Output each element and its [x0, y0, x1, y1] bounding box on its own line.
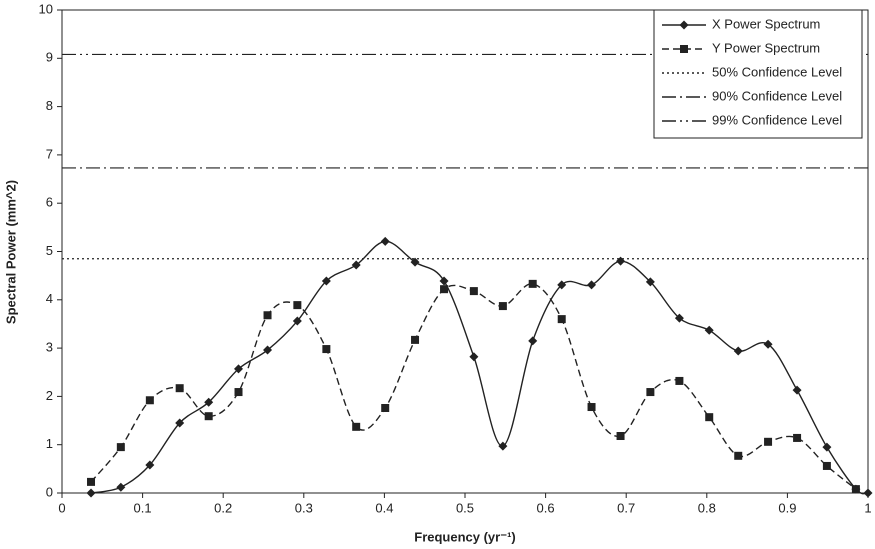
- x-tick-label: 0.6: [537, 500, 555, 515]
- legend-box: [653, 9, 863, 139]
- y-tick-label: 9: [46, 50, 53, 65]
- marker: [116, 443, 125, 452]
- marker: [822, 442, 832, 452]
- x-tick-label: 0.3: [295, 500, 313, 515]
- marker: [680, 45, 688, 53]
- marker: [616, 432, 625, 441]
- marker: [674, 313, 684, 323]
- marker: [645, 277, 655, 287]
- x-tick-label: 0.8: [698, 500, 716, 515]
- marker: [528, 336, 538, 346]
- x-axis-title: Frequency (yr⁻¹): [414, 529, 516, 544]
- marker: [175, 418, 185, 428]
- y-tick-label: 7: [46, 146, 53, 161]
- marker: [734, 451, 743, 460]
- marker: [704, 325, 714, 335]
- marker: [822, 461, 831, 470]
- legend-label: X Power Spectrum: [712, 16, 820, 31]
- marker: [763, 339, 773, 349]
- x-tick-label: 0.4: [375, 500, 393, 515]
- marker: [263, 345, 273, 355]
- marker: [469, 287, 478, 296]
- y-tick-label: 1: [46, 436, 53, 451]
- marker: [439, 276, 449, 286]
- marker: [204, 397, 214, 407]
- legend: X Power Spectrum Y Power Spectrum 50% Conf…: [653, 9, 863, 139]
- marker: [792, 385, 802, 395]
- y-tick-label: 10: [39, 1, 53, 16]
- marker: [263, 311, 272, 320]
- marker: [381, 403, 390, 412]
- marker: [679, 20, 689, 30]
- y-tick-label: 5: [46, 243, 53, 258]
- marker: [793, 433, 802, 442]
- marker: [351, 260, 361, 270]
- marker: [410, 257, 420, 267]
- marker: [440, 285, 449, 294]
- marker: [411, 335, 420, 344]
- marker: [587, 280, 597, 290]
- marker: [616, 256, 626, 266]
- marker: [498, 302, 507, 311]
- y-tick-label: 3: [46, 340, 53, 355]
- marker: [863, 488, 873, 498]
- marker: [469, 352, 479, 362]
- marker: [145, 396, 154, 405]
- marker: [234, 388, 243, 397]
- marker: [321, 276, 331, 286]
- legend-label: Y Power Spectrum: [712, 40, 820, 55]
- marker: [646, 388, 655, 397]
- marker: [352, 422, 361, 431]
- x-tick-label: 0: [58, 500, 65, 515]
- x-tick-label: 0.7: [617, 500, 635, 515]
- marker: [675, 376, 684, 385]
- series-line: [90, 240, 869, 495]
- y-tick-label: 8: [46, 98, 53, 113]
- marker: [292, 316, 302, 326]
- legend-label: 99% Confidence Level: [712, 112, 842, 127]
- marker: [557, 315, 566, 324]
- marker: [851, 485, 860, 494]
- y-tick-label: 0: [46, 484, 53, 499]
- marker: [234, 364, 244, 374]
- marker: [380, 236, 390, 246]
- marker: [557, 280, 567, 290]
- y-tick-label: 2: [46, 388, 53, 403]
- y-axis-title: Spectral Power (mm^2): [3, 180, 18, 324]
- marker: [587, 403, 596, 412]
- y-tick-label: 6: [46, 195, 53, 210]
- marker: [293, 301, 302, 310]
- x-tick-label: 0.9: [778, 500, 796, 515]
- marker: [175, 384, 184, 393]
- marker: [733, 346, 743, 356]
- x-tick-label: 0.1: [134, 500, 152, 515]
- marker: [764, 437, 773, 446]
- marker: [528, 279, 537, 288]
- x-tick-label: 1: [864, 500, 871, 515]
- marker: [322, 345, 331, 354]
- legend-label: 50% Confidence Level: [712, 64, 842, 79]
- x-tick-label: 0.2: [214, 500, 232, 515]
- x-tick-label: 0.5: [456, 500, 474, 515]
- legend-label: 90% Confidence Level: [712, 88, 842, 103]
- marker: [86, 488, 96, 498]
- marker: [498, 441, 508, 451]
- marker: [204, 412, 213, 421]
- marker: [87, 477, 96, 486]
- y-tick-label: 4: [46, 291, 53, 306]
- marker: [705, 413, 714, 422]
- marker: [145, 460, 155, 470]
- marker: [116, 482, 126, 492]
